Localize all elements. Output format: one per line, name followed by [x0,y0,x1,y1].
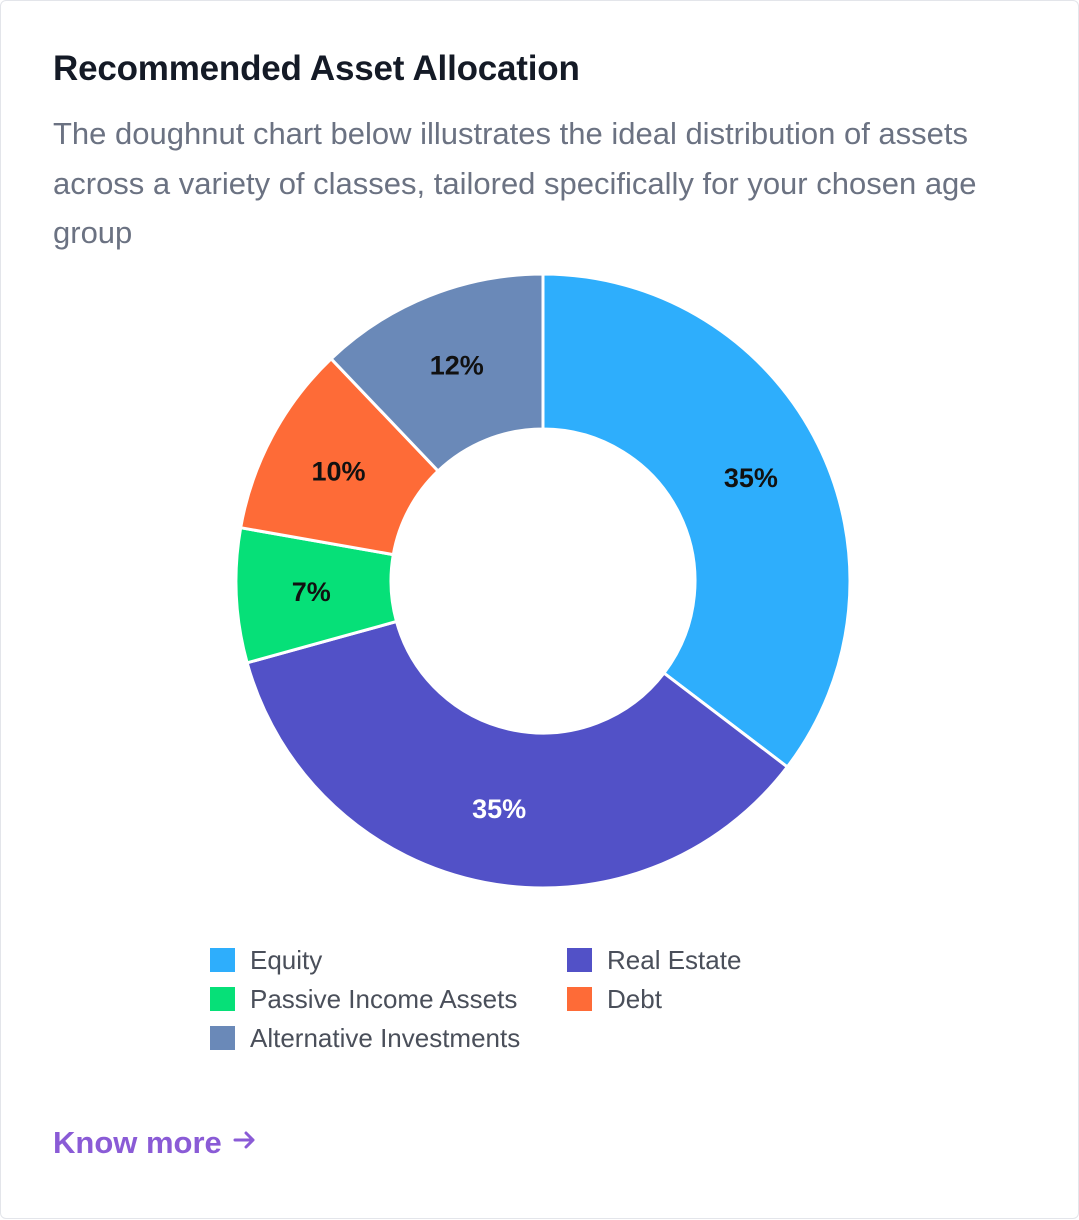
legend-label: Equity [250,944,323,975]
slice-label-equity: 35% [724,463,778,493]
chart-legend: Equity Real Estate Passive Income Assets De… [210,945,810,1065]
legend-item-debt[interactable]: Debt [567,984,662,1014]
slice-label-passive-income-assets: 7% [292,577,331,607]
legend-swatch [210,987,235,1011]
slice-label-alternative-investments: 12% [430,351,484,381]
arrow-right-icon [232,1125,258,1161]
legend-item-passive-income-assets[interactable]: Passive Income Assets [210,984,517,1014]
legend-swatch [567,948,592,972]
know-more-label: Know more [53,1125,222,1160]
slice-alternative-investments[interactable] [329,272,545,474]
legend-label: Alternative Investments [250,1022,521,1053]
legend-label: Real Estate [607,944,742,975]
legend-label: Passive Income Assets [250,983,518,1014]
legend-swatch [210,948,235,972]
slice-label-real-estate: 35% [472,794,526,824]
slice-equity[interactable] [541,272,852,770]
legend-label: Debt [607,983,662,1014]
legend-swatch [567,987,592,1011]
slice-label-debt: 10% [311,456,365,486]
card-title: Recommended Asset Allocation [53,49,580,88]
legend-item-real-estate[interactable]: Real Estate [567,945,741,975]
card-description: The doughnut chart below illustrates the… [53,116,977,250]
slice-real-estate[interactable] [245,619,790,890]
legend-swatch [210,1026,235,1050]
legend-item-alternative-investments[interactable]: Alternative Investments [210,1023,520,1053]
know-more-link[interactable]: Know more [53,1125,258,1161]
legend-item-equity[interactable]: Equity [210,945,322,975]
